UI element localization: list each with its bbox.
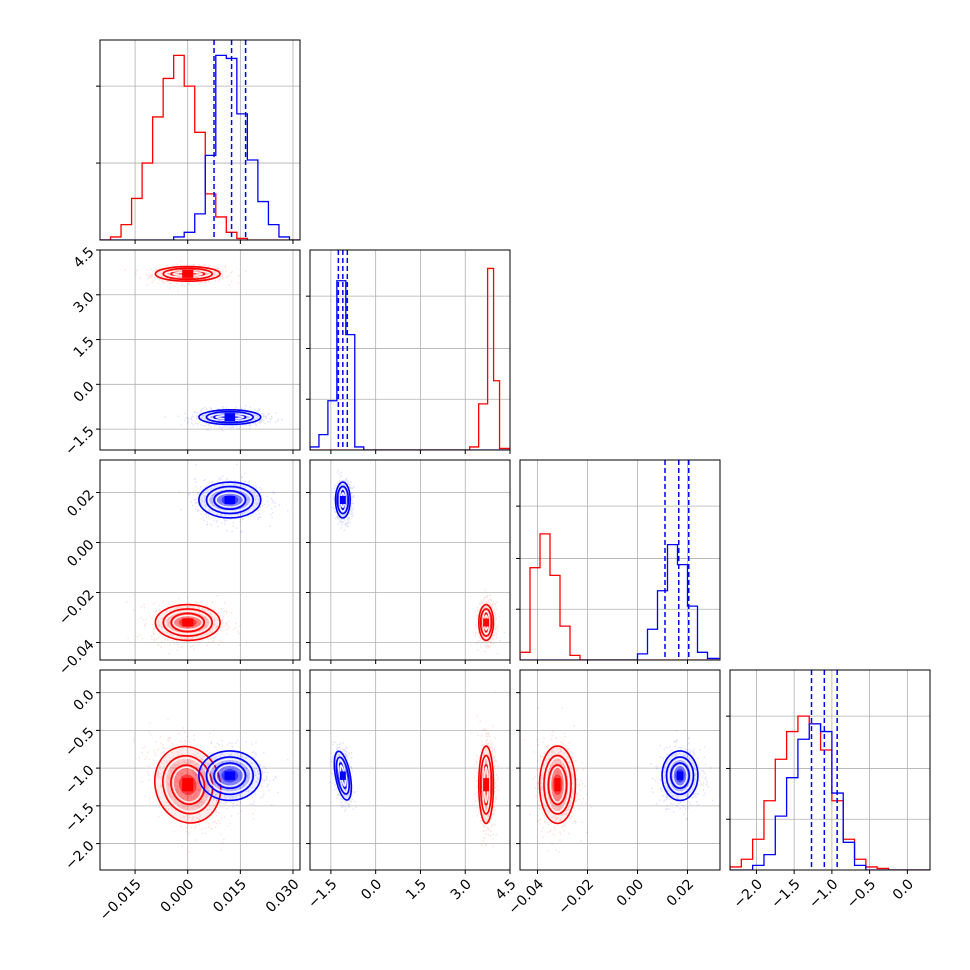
- contour-highlight: [207, 758, 252, 793]
- histogram-blue: [520, 543, 720, 660]
- contour-highlight: [172, 614, 203, 631]
- panel-content: [100, 40, 300, 240]
- histogram-blue: [100, 54, 300, 240]
- density-peak-red: [182, 618, 194, 627]
- panel-3-0: [96, 669, 301, 874]
- y-tick-label: 4.5: [71, 244, 98, 271]
- x-tick-label: 0.015: [210, 876, 250, 916]
- y-tick-label: 0.0: [71, 379, 98, 406]
- panel-content: [329, 691, 499, 847]
- panel-2-0: [96, 459, 301, 664]
- axes-frame: [99, 249, 301, 451]
- density-peak-blue: [676, 771, 684, 780]
- y-tick-label: 0.0: [71, 687, 98, 714]
- histogram-red: [520, 533, 720, 660]
- y-tick-label: −1.0: [62, 762, 97, 797]
- x-tick-label: −1.0: [806, 876, 841, 911]
- contour-highlight: [337, 758, 348, 793]
- x-tick-label: −1.5: [305, 876, 340, 911]
- panel-content: [310, 250, 510, 450]
- x-tick-label: 0.02: [664, 876, 697, 909]
- axes-frame: [309, 669, 511, 871]
- panel-3-3: [726, 669, 931, 874]
- y-tick-label: 1.5: [71, 334, 98, 361]
- contour-highlight: [549, 766, 566, 804]
- contour-highlight: [667, 758, 693, 793]
- y-tick-label: −0.5: [62, 725, 97, 760]
- x-tick-label: −1.5: [768, 876, 803, 911]
- histogram-red: [310, 267, 510, 450]
- y-tick-label: 0.02: [64, 487, 97, 520]
- density-peak-blue: [339, 496, 346, 504]
- y-tick-label: −0.04: [56, 637, 98, 679]
- x-tick-label: 0.000: [158, 876, 198, 916]
- contour-highlight: [164, 610, 211, 635]
- x-tick-label: 0.00: [614, 876, 647, 909]
- contour-highlight: [215, 764, 245, 787]
- axes-frame: [309, 249, 511, 451]
- contour-highlight: [207, 487, 252, 513]
- axes-frame: [99, 39, 301, 241]
- contour-highlight: [545, 756, 570, 813]
- x-tick-label: 0.030: [263, 876, 303, 916]
- panel-3-1: [306, 669, 511, 874]
- panel-content: [126, 463, 289, 655]
- panel-3-2: [516, 669, 721, 874]
- x-tick-label: 3.0: [448, 876, 475, 903]
- panel-content: [523, 707, 714, 853]
- histogram-blue: [730, 723, 930, 870]
- density-peak-red: [554, 778, 561, 792]
- y-tick-label: −1.5: [62, 423, 97, 458]
- panel-2-1: [306, 459, 511, 664]
- histogram-red: [100, 54, 300, 240]
- x-tick-label: −0.015: [97, 876, 145, 924]
- contour-highlight: [172, 766, 204, 803]
- x-tick-label: −0.5: [844, 876, 879, 911]
- density-peak-red: [483, 618, 490, 627]
- axes-frame: [519, 459, 721, 661]
- density-peak-red: [182, 269, 194, 278]
- panel-1-1: [306, 249, 511, 454]
- x-tick-label: 1.5: [403, 876, 430, 903]
- y-tick-label: 3.0: [71, 289, 98, 316]
- density-peak-blue: [339, 771, 346, 780]
- axes-frame: [519, 669, 721, 871]
- panel-0-0: [96, 39, 301, 244]
- density-peak-red: [182, 778, 194, 792]
- y-tick-label: −2.0: [62, 838, 97, 873]
- axes-frame: [729, 669, 931, 871]
- x-tick-label: 0.0: [358, 876, 385, 903]
- contour-highlight: [482, 610, 491, 635]
- panel-content: [124, 260, 283, 432]
- y-tick-label: 0.00: [64, 537, 97, 570]
- density-peak-blue: [224, 771, 236, 780]
- panel-content: [133, 718, 289, 853]
- y-tick-label: −1.5: [62, 800, 97, 835]
- density-peak-red: [483, 778, 490, 792]
- panel-content: [520, 460, 720, 660]
- contour-highlight: [482, 756, 491, 813]
- contour-highlight: [215, 492, 245, 508]
- panel-content: [730, 670, 930, 870]
- y-tick-label: −0.02: [56, 587, 98, 629]
- histogram-blue: [310, 280, 510, 450]
- x-tick-label: −2.0: [731, 876, 766, 911]
- panel-1-0: [96, 249, 301, 454]
- x-tick-label: −0.02: [555, 876, 597, 918]
- panel-content: [332, 469, 506, 655]
- density-peak-blue: [224, 496, 236, 504]
- panel-2-2: [516, 459, 721, 664]
- contour-highlight: [338, 487, 347, 513]
- axes-frame: [99, 669, 301, 871]
- contour-highlight: [672, 764, 688, 787]
- density-peak-blue: [224, 413, 236, 422]
- axes-frame: [309, 459, 511, 661]
- x-tick-label: 0.0: [890, 876, 917, 903]
- axes-frame: [99, 459, 301, 661]
- histogram-red: [730, 715, 930, 870]
